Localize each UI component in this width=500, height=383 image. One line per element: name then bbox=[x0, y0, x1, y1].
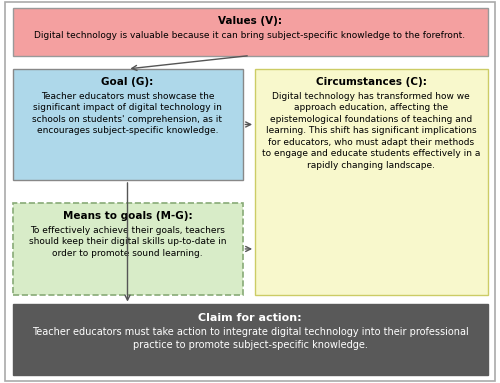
Text: Circumstances (C):: Circumstances (C): bbox=[316, 77, 426, 87]
FancyBboxPatch shape bbox=[12, 8, 488, 56]
Text: Values (V):: Values (V): bbox=[218, 16, 282, 26]
Text: Claim for action:: Claim for action: bbox=[198, 313, 302, 323]
Text: To effectively achieve their goals, teachers
should keep their digital skills up: To effectively achieve their goals, teac… bbox=[29, 226, 226, 258]
Text: Digital technology is valuable because it can bring subject-specific knowledge t: Digital technology is valuable because i… bbox=[34, 31, 466, 39]
Text: Means to goals (M-G):: Means to goals (M-G): bbox=[62, 211, 192, 221]
Text: Teacher educators must showcase the
significant impact of digital technology in
: Teacher educators must showcase the sign… bbox=[32, 92, 222, 135]
FancyBboxPatch shape bbox=[12, 304, 488, 375]
Text: Teacher educators must take action to integrate digital technology into their pr: Teacher educators must take action to in… bbox=[32, 327, 469, 350]
Text: Goal (G):: Goal (G): bbox=[102, 77, 154, 87]
FancyBboxPatch shape bbox=[12, 69, 242, 180]
FancyBboxPatch shape bbox=[255, 69, 488, 295]
Text: Digital technology has transformed how we
approach education, affecting the
epis: Digital technology has transformed how w… bbox=[262, 92, 480, 170]
FancyBboxPatch shape bbox=[12, 203, 242, 295]
